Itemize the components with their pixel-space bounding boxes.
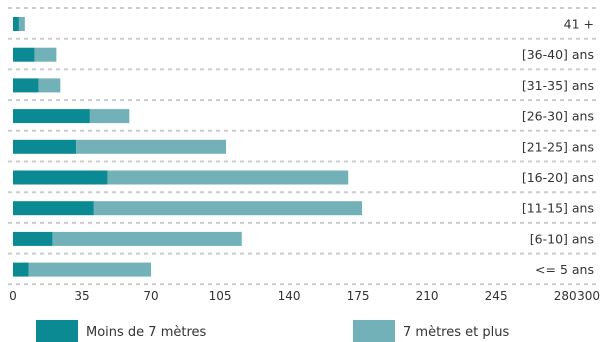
bar-plus-7m bbox=[18, 17, 25, 31]
bar-moins-7m bbox=[13, 109, 90, 124]
bar-plus-7m bbox=[38, 78, 61, 93]
bar-plus-7m bbox=[28, 262, 152, 277]
bar-moins-7m bbox=[13, 170, 108, 185]
x-tick-label: 0 bbox=[9, 289, 17, 303]
x-tick-label: 280 bbox=[554, 289, 577, 303]
x-tick-label: 210 bbox=[416, 289, 439, 303]
x-axis-ticks: 0 35 70 105 140 175 210 245 280 300 bbox=[9, 289, 600, 303]
x-tick-label: 70 bbox=[143, 289, 158, 303]
legend-label: Moins de 7 mètres bbox=[86, 325, 207, 340]
bar-plus-7m bbox=[89, 109, 130, 124]
category-label: [16-20] ans bbox=[522, 170, 594, 185]
category-label: [31-35] ans bbox=[522, 78, 594, 93]
bar-moins-7m bbox=[13, 262, 29, 277]
category-label: [21-25] ans bbox=[522, 139, 594, 154]
bar-moins-7m bbox=[13, 78, 39, 93]
category-label: [11-15] ans bbox=[522, 201, 594, 216]
x-tick-label: 245 bbox=[485, 289, 508, 303]
x-tick-label: 175 bbox=[347, 289, 370, 303]
legend-swatch bbox=[36, 320, 78, 342]
x-tick-label: 35 bbox=[74, 289, 89, 303]
category-label: 41 + bbox=[564, 17, 594, 32]
category-label: <= 5 ans bbox=[535, 262, 594, 277]
category-label: [6-10] ans bbox=[530, 231, 594, 246]
bar-plus-7m bbox=[93, 201, 363, 216]
bar-moins-7m bbox=[13, 47, 35, 62]
bar-moins-7m bbox=[13, 201, 94, 216]
bar-moins-7m bbox=[13, 17, 19, 31]
x-tick-label: 105 bbox=[209, 289, 232, 303]
category-labels: 41 + [36-40] ans [31-35] ans [26-30] ans [21… bbox=[522, 17, 594, 278]
bar-plus-7m bbox=[76, 139, 226, 154]
x-tick-label: 300 bbox=[577, 289, 600, 303]
bar-plus-7m bbox=[107, 170, 349, 185]
x-tick-label: 140 bbox=[278, 289, 301, 303]
bar-moins-7m bbox=[13, 231, 53, 246]
legend-label: 7 mètres et plus bbox=[403, 325, 509, 340]
gridlines bbox=[8, 7, 598, 286]
legend-swatch bbox=[353, 320, 395, 342]
bar-plus-7m bbox=[34, 47, 57, 62]
bar-plus-7m bbox=[52, 231, 242, 246]
bars bbox=[13, 17, 363, 277]
category-label: [36-40] ans bbox=[522, 47, 594, 62]
legend: Moins de 7 mètres 7 mètres et plus bbox=[36, 320, 509, 342]
category-label: [26-30] ans bbox=[522, 109, 594, 124]
bar-moins-7m bbox=[13, 139, 77, 154]
